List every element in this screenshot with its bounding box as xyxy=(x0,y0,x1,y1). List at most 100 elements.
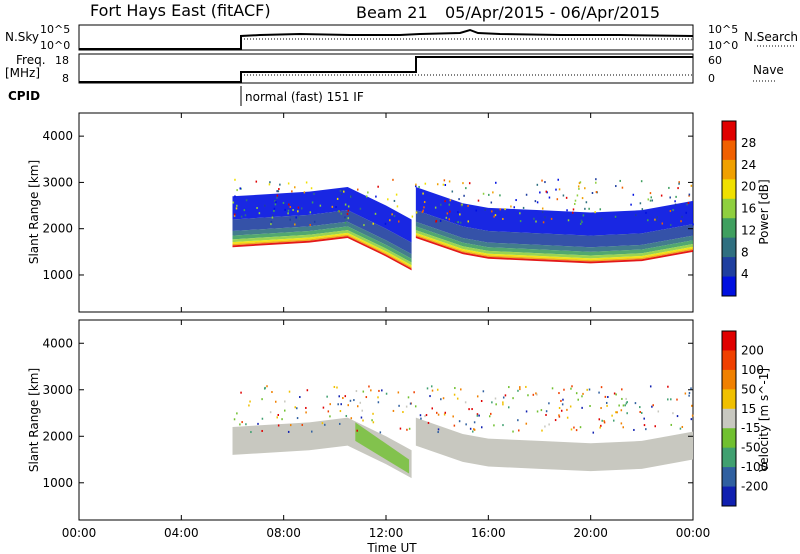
scatter-cell xyxy=(284,400,286,403)
scatter-cell xyxy=(261,417,264,420)
nsky-panel-frame xyxy=(78,24,694,51)
scatter-cell xyxy=(415,185,417,188)
scatter-cell xyxy=(546,191,548,194)
scatter-cell xyxy=(600,424,602,427)
scatter-cell xyxy=(301,423,304,426)
y-tick-label: 2000 xyxy=(42,222,73,236)
scatter-cell xyxy=(674,200,676,203)
scatter-cell xyxy=(643,424,646,427)
scatter-cell xyxy=(239,187,242,190)
scatter-cell xyxy=(525,193,528,196)
scatter-cell xyxy=(688,394,690,397)
scatter-cell xyxy=(340,212,343,215)
scatter-cell xyxy=(624,404,626,407)
scatter-cell xyxy=(419,414,422,417)
scatter-cell xyxy=(462,182,464,185)
scatter-cell xyxy=(625,402,628,405)
scatter-cell xyxy=(540,409,543,412)
scatter-cell xyxy=(484,208,486,211)
scatter-cell xyxy=(363,224,365,227)
scatter-cell xyxy=(562,398,564,401)
scatter-cell xyxy=(451,190,454,193)
scatter-cell xyxy=(640,180,643,183)
scatter-cell xyxy=(399,427,402,430)
scatter-cell xyxy=(448,203,451,206)
scatter-cell xyxy=(469,427,472,430)
scatter-cell xyxy=(570,428,573,431)
scatter-cell xyxy=(556,198,559,201)
scatter-cell xyxy=(356,405,359,408)
scatter-cell xyxy=(413,391,415,394)
scatter-cell xyxy=(232,201,235,204)
scatter-cell xyxy=(691,414,694,417)
scatter-cell xyxy=(595,191,598,194)
scatter-cell xyxy=(692,223,694,226)
scatter-cell xyxy=(377,396,379,399)
scatter-cell xyxy=(421,210,424,213)
scatter-cell xyxy=(548,423,550,426)
scatter-cell xyxy=(457,211,459,214)
scatter-cell xyxy=(236,189,238,192)
scatter-cell xyxy=(339,189,342,192)
x-tick-label: 08:00 xyxy=(266,526,301,540)
echo-layer xyxy=(415,226,693,256)
scatter-cell xyxy=(536,201,539,204)
scatter-cell xyxy=(492,191,494,194)
scatter-cell xyxy=(554,419,557,422)
scatter-cell xyxy=(499,208,502,211)
colorbar-tick-label: 16 xyxy=(741,202,756,216)
scatter-cell xyxy=(289,206,292,209)
date-range: 05/Apr/2015 - 06/Apr/2015 xyxy=(445,3,660,22)
scatter-cell xyxy=(411,215,414,218)
scatter-cell xyxy=(396,205,399,208)
scatter-cell xyxy=(532,393,535,396)
scatter-cell xyxy=(255,180,258,183)
scatter-cell xyxy=(306,389,309,392)
scatter-cell xyxy=(277,424,280,427)
scatter-cell xyxy=(423,201,426,204)
scatter-cell xyxy=(406,428,408,431)
scatter-cell xyxy=(391,213,393,216)
scatter-cell xyxy=(688,194,690,197)
scatter-cell xyxy=(393,199,396,202)
x-tick-label: 00:00 xyxy=(676,526,711,540)
scatter-cell xyxy=(287,212,289,215)
scatter-cell xyxy=(372,222,375,225)
scatter-cell xyxy=(598,391,600,394)
scatter-cell xyxy=(539,191,541,194)
scatter-cell xyxy=(621,397,623,400)
scatter-cell xyxy=(654,218,656,221)
scatter-cell xyxy=(278,429,280,432)
scatter-cell xyxy=(359,401,362,404)
scatter-cell xyxy=(573,426,575,429)
scatter-cell xyxy=(236,412,238,415)
scatter-cell xyxy=(533,217,535,220)
scatter-cell xyxy=(544,216,546,219)
scatter-cell xyxy=(575,392,578,395)
scatter-cell xyxy=(475,209,478,212)
scatter-cell xyxy=(465,187,467,190)
scatter-cell xyxy=(536,393,538,396)
scatter-cell xyxy=(581,395,583,398)
scatter-cell xyxy=(655,219,658,222)
scatter-cell xyxy=(284,208,286,211)
colorbar-swatch xyxy=(722,389,736,410)
scatter-cell xyxy=(431,407,433,410)
scatter-cell xyxy=(580,219,583,222)
scatter-cell xyxy=(560,409,563,412)
scatter-cell xyxy=(576,194,579,197)
scatter-cell xyxy=(372,412,374,415)
scatter-cell xyxy=(322,406,325,409)
scatter-cell xyxy=(678,181,680,184)
scatter-cell xyxy=(589,404,591,407)
power-colorbar-label: Power [dB] xyxy=(757,179,771,244)
scatter-cell xyxy=(615,185,617,188)
echo-layer xyxy=(232,210,412,255)
scatter-cell xyxy=(345,414,348,417)
colorbar-frame xyxy=(721,330,737,507)
scatter-cell xyxy=(625,397,627,400)
scatter-cell xyxy=(651,199,654,202)
scatter-cell xyxy=(347,404,349,407)
scatter-cell xyxy=(681,215,683,218)
scatter-cell xyxy=(392,409,395,412)
